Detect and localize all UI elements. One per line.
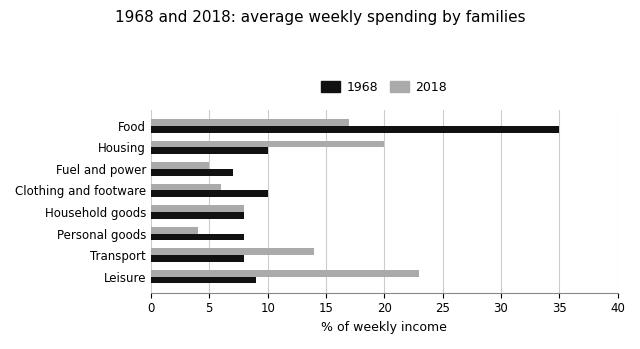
Bar (151, 205, 244, 212)
Bar (151, 191, 268, 198)
Bar (151, 227, 198, 233)
Bar (151, 212, 244, 219)
Bar (151, 147, 268, 154)
Bar (151, 276, 256, 283)
X-axis label: % of weekly income: % of weekly income (321, 321, 447, 334)
Bar (151, 141, 384, 147)
Bar (151, 233, 244, 240)
Bar (151, 162, 209, 169)
Bar (151, 184, 221, 191)
Text: 1968 and 2018: average weekly spending by families: 1968 and 2018: average weekly spending b… (115, 10, 525, 25)
Bar (151, 126, 559, 133)
Bar (151, 270, 419, 276)
Bar (151, 248, 314, 255)
Bar (151, 169, 232, 176)
Legend: 1968, 2018: 1968, 2018 (316, 76, 452, 99)
Bar (151, 255, 244, 262)
Bar (151, 119, 349, 126)
